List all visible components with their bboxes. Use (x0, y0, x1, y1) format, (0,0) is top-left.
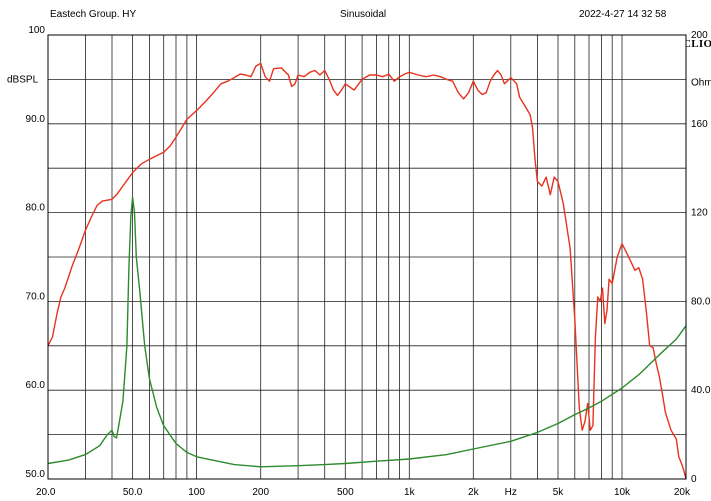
brand-logo: CLIO (683, 38, 711, 50)
y-right-unit: Ohm (691, 77, 711, 88)
axis-labels: 20.0 50.0 100 200 500 1k 2k 5k 10k 20k Hz 100 90.0 80… (7, 25, 711, 498)
x-tick-label: 1k (404, 487, 416, 498)
plot-curves (47, 62, 687, 480)
y-left-tick-label: 80.0 (26, 203, 46, 214)
x-tick-label: 100 (188, 487, 205, 498)
x-tick-label: 20.0 (36, 487, 56, 498)
y-right-tick-label: 160 (691, 119, 708, 130)
header-left-text: Eastech Group. HY (50, 9, 137, 20)
spl-curve (47, 62, 687, 480)
x-tick-label: 5k (553, 487, 565, 498)
x-tick-label: 50.0 (123, 487, 143, 498)
y-right-tick-label: 40.0 (691, 385, 711, 396)
x-tick-label: 500 (337, 487, 354, 498)
x-axis-unit: Hz (505, 487, 517, 498)
y-left-tick-label: 60.0 (26, 380, 46, 391)
header-timestamp: 2022-4-27 14 32 58 (579, 9, 667, 20)
x-tick-label: 200 (252, 487, 269, 498)
y-left-tick-label: 100 (28, 25, 45, 36)
y-left-unit: dBSPL (7, 74, 39, 85)
y-right-tick-label: 200 (691, 30, 708, 41)
y-right-tick-label: 0 (691, 474, 697, 485)
y-right-tick-label: 80.0 (691, 296, 711, 307)
header-measurement-mode: Sinusoidal (340, 9, 387, 20)
x-tick-label: 2k (468, 487, 480, 498)
plot-frame (47, 34, 687, 480)
x-tick-label: 20k (674, 487, 691, 498)
x-tick-label: 10k (614, 487, 631, 498)
y-left-tick-label: 90.0 (26, 114, 46, 125)
plot-grid (48, 35, 686, 479)
impedance-curve (47, 196, 687, 468)
y-left-tick-label: 70.0 (26, 291, 46, 302)
y-right-tick-label: 120 (691, 208, 708, 219)
y-left-tick-label: 50.0 (26, 469, 46, 480)
